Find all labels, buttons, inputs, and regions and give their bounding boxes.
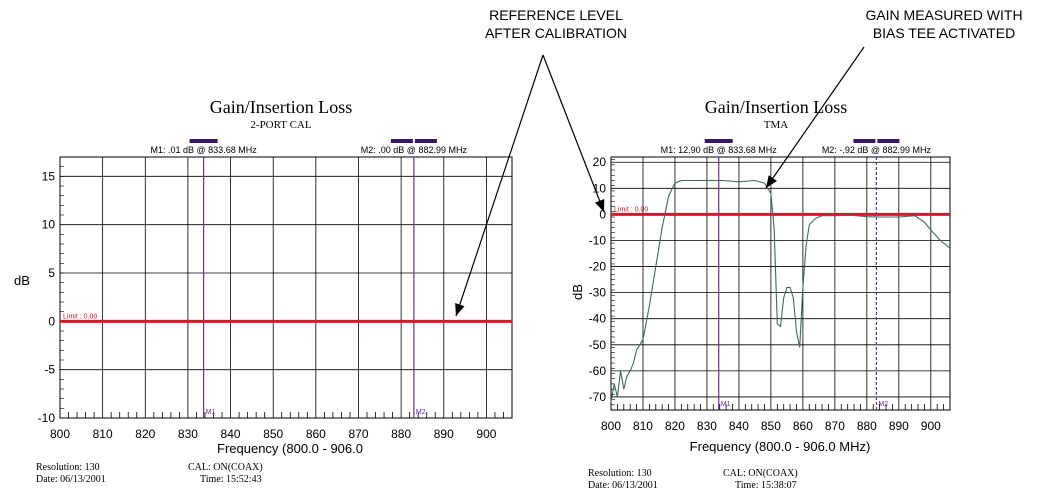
y-tick-label: -50 <box>589 338 607 352</box>
y-tick-label: -30 <box>589 286 607 300</box>
x-tick-label: 820 <box>135 427 155 441</box>
x-tick-label: 800 <box>601 419 621 433</box>
y-tick-label: 20 <box>593 155 607 169</box>
y-tick-label: 10 <box>42 218 56 232</box>
plot-frame <box>59 156 513 419</box>
y-axis-label: dB <box>14 273 30 288</box>
chart-right: Gain/Insertion Loss TMA 800 810 820 830 840 850… <box>570 97 951 491</box>
footer-time: Time: 15:38:07 <box>735 480 797 491</box>
reference-arrow-left-line <box>455 54 544 317</box>
reference-arrow-right-head <box>595 199 605 212</box>
x-tick-label: 820 <box>665 419 685 433</box>
footer-date: Date: 06/13/2001 <box>36 474 106 485</box>
gain-arrow-head <box>766 175 777 188</box>
reference-arrow-left-head <box>455 303 465 316</box>
callout-reference-line2: AFTER CALIBRATION <box>485 25 627 41</box>
x-tick-label: 830 <box>697 419 717 433</box>
x-tick-label: 850 <box>263 427 283 441</box>
trace-series-0 <box>610 179 951 403</box>
x-tick-label: 890 <box>434 427 454 441</box>
plot-frame <box>610 156 951 411</box>
x-tick-label: 840 <box>729 419 749 433</box>
x-tick-label: 830 <box>178 427 198 441</box>
marker-readout-m1: M1: .01 dB @ 833.68 MHz <box>151 145 258 155</box>
x-tick-label: 900 <box>921 419 941 433</box>
marker-tag-m1: M1 <box>721 401 731 408</box>
y-tick-label: 0 <box>48 314 55 328</box>
footer-resolution: Resolution: 130 <box>588 468 652 479</box>
marker-readout-m2: M2: -.92 dB @ 882.99 MHz <box>822 145 932 155</box>
chart-title: Gain/Insertion Loss <box>210 97 352 117</box>
y-tick-label: -40 <box>589 312 607 326</box>
x-axis-label: Frequency (800.0 - 906.0 <box>217 441 363 456</box>
callout-reference-level: REFERENCE LEVEL AFTER CALIBRATION <box>485 7 627 41</box>
x-tick-label: 890 <box>889 419 909 433</box>
y-tick-label: -20 <box>589 260 607 274</box>
marker-readout-m1: M1: 12.90 dB @ 833.68 MHz <box>661 145 778 155</box>
chart-subtitle: 2-PORT CAL <box>250 119 311 131</box>
x-tick-label: 880 <box>391 427 411 441</box>
footer-cal: CAL: ON(COAX) <box>723 468 798 479</box>
y-tick-label: 15 <box>42 169 56 183</box>
y-tick-label: -10 <box>38 411 56 425</box>
marker-bar <box>390 139 413 143</box>
footer-time: Time: 15:52:43 <box>200 474 262 485</box>
y-tick-label: -60 <box>589 364 607 378</box>
footer-cal: CAL: ON(COAX) <box>188 462 263 473</box>
y-tick-label: -10 <box>589 233 607 247</box>
marker-tag-m2: M2 <box>878 401 888 408</box>
footer-date: Date: 06/13/2001 <box>588 480 658 491</box>
chart-left: Gain/Insertion Loss 2-PORT CAL 800 810 820 83… <box>14 97 513 485</box>
marker-readout-m2: M2: .00 dB @ 882.99 MHz <box>361 145 468 155</box>
x-axis-label: Frequency (800.0 - 906.0 MHz) <box>690 439 871 454</box>
x-tick-label: 860 <box>793 419 813 433</box>
limit-label: Limit : 0.00 <box>614 206 648 213</box>
y-tick-label: -70 <box>589 390 607 404</box>
chart-title: Gain/Insertion Loss <box>705 97 847 117</box>
chart-subtitle: TMA <box>764 119 789 131</box>
reference-arrow-right-line <box>542 54 605 213</box>
callout-reference-line1: REFERENCE LEVEL <box>489 7 623 23</box>
x-tick-label: 840 <box>221 427 241 441</box>
callout-gain-line2: BIAS TEE ACTIVATED <box>873 25 1015 41</box>
marker-bar <box>189 139 218 143</box>
callout-gain-line1: GAIN MEASURED WITH <box>865 7 1022 23</box>
y-axis-label: dB <box>570 284 585 300</box>
marker-bar <box>853 139 876 143</box>
x-tick-label: 810 <box>93 427 113 441</box>
x-tick-label: 900 <box>476 427 496 441</box>
y-tick-label: 0 <box>599 207 606 221</box>
marker-bar <box>877 139 900 143</box>
marker-bar <box>704 139 733 143</box>
x-tick-label: 810 <box>633 419 653 433</box>
x-tick-label: 870 <box>825 419 845 433</box>
footer-resolution: Resolution: 130 <box>36 462 100 473</box>
marker-tag-m1: M1 <box>206 409 216 416</box>
x-tick-label: 860 <box>306 427 326 441</box>
gain-arrow-line <box>765 46 865 189</box>
callout-arrows <box>455 46 865 317</box>
x-tick-label: 870 <box>348 427 368 441</box>
y-tick-label: 5 <box>48 266 55 280</box>
x-tick-label: 880 <box>857 419 877 433</box>
callout-gain-measured: GAIN MEASURED WITH BIAS TEE ACTIVATED <box>865 7 1022 41</box>
marker-tag-m2: M2 <box>416 409 426 416</box>
x-tick-label: 800 <box>50 427 70 441</box>
marker-bar <box>414 139 437 143</box>
x-tick-label: 850 <box>761 419 781 433</box>
y-tick-label: -5 <box>44 363 55 377</box>
limit-label: Limit : 0.00 <box>63 313 97 320</box>
